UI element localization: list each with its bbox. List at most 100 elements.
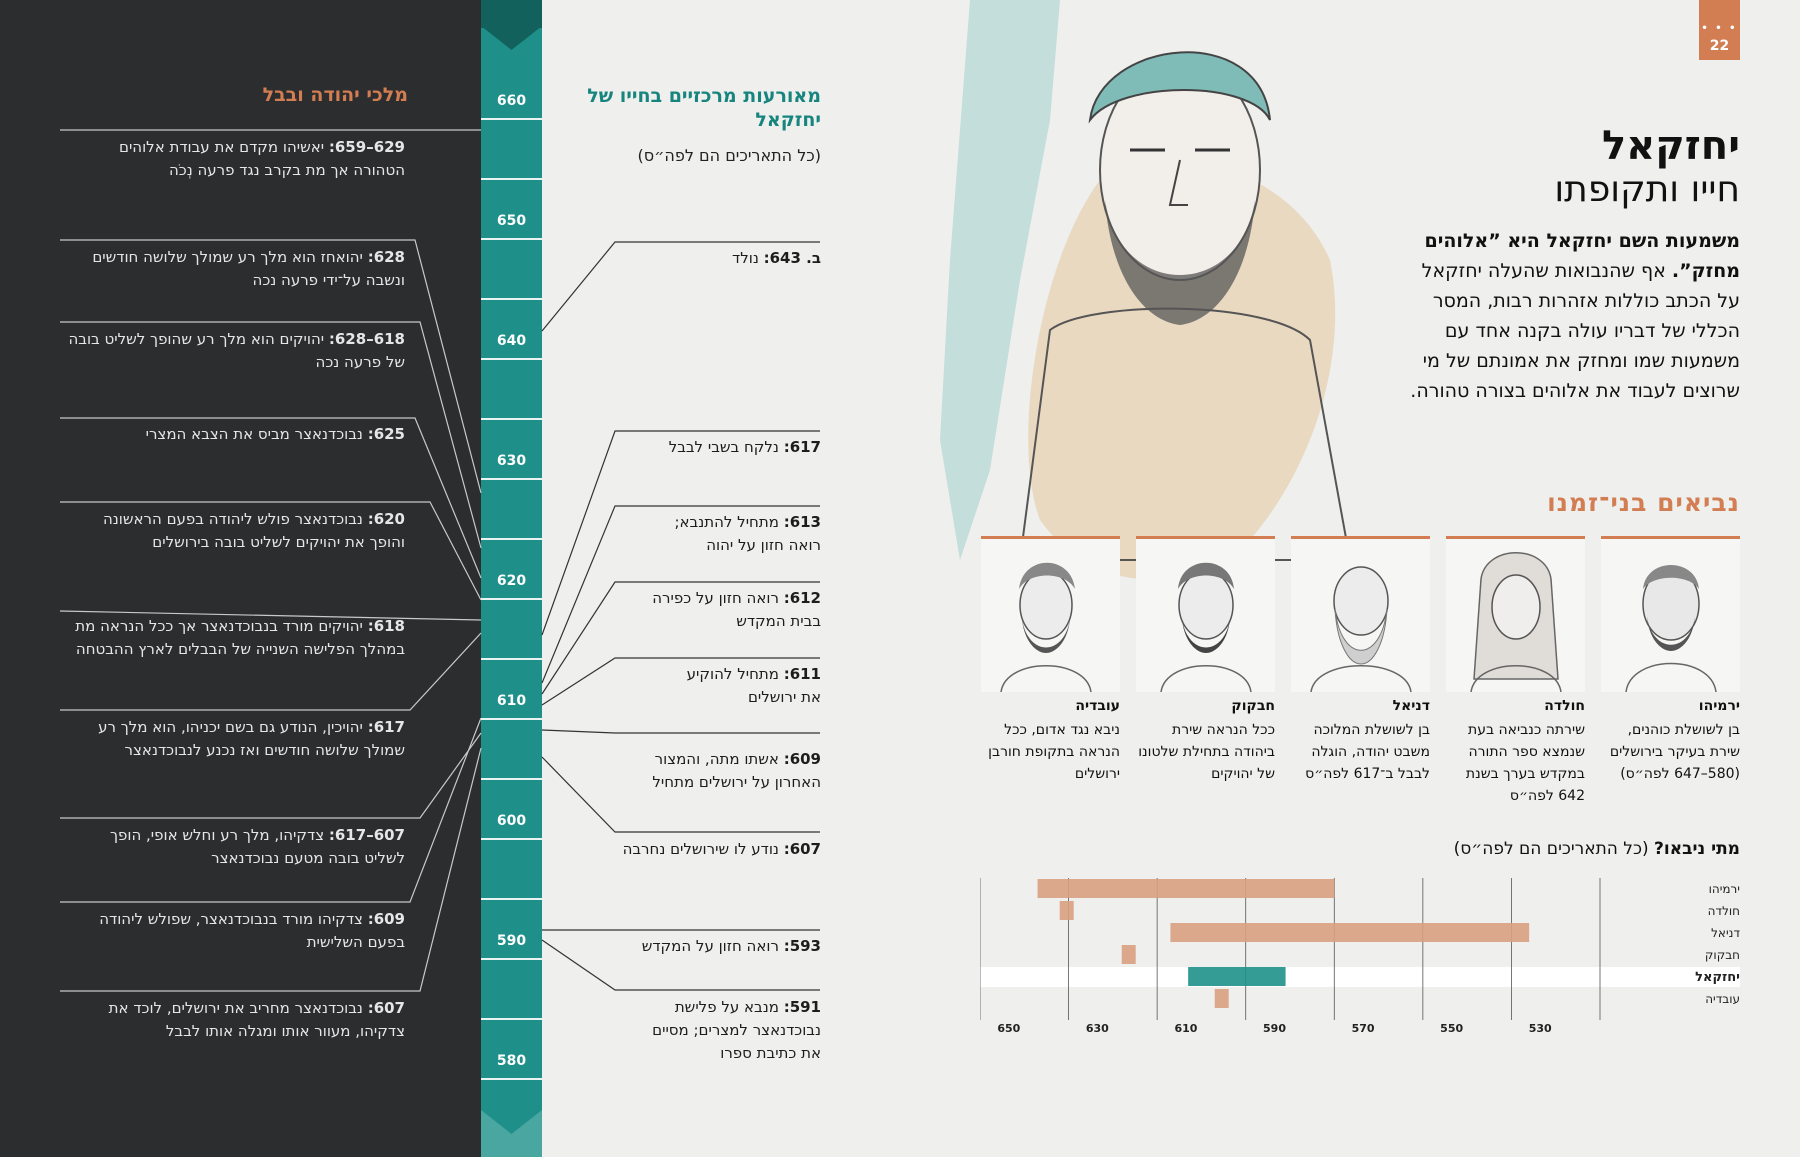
prophet-name: חבקוק <box>1231 698 1275 714</box>
event-entry-text: מתחיל להוקיע את ירושלים <box>686 665 821 706</box>
page-title: יחזקאל <box>1601 123 1740 169</box>
intro-bold: משמעות השם יחזקאל היא ”אלוהים מחזק”. <box>1424 230 1740 282</box>
prophet-portrait <box>1136 536 1275 692</box>
prophet-sketch-icon <box>1310 566 1412 692</box>
chart-title-bold: מתי ניבאו? <box>1654 839 1740 859</box>
gantt-bar <box>1059 901 1074 920</box>
event-entry-text: מתחיל להתנבא; רואה חזון על יהוה <box>674 513 821 554</box>
timeline-tick-line <box>481 718 542 720</box>
gantt-bar <box>1037 879 1335 898</box>
king-entry: 618: יהויקים מורד בנבוכדנאצר אך ככל הנרא… <box>65 615 405 661</box>
gantt-row-label: ירמיהו <box>1709 882 1740 896</box>
timeline-tick-line <box>481 238 542 240</box>
king-entry: 617: יהויכין, הנודע גם בשם יכניהו, הוא מ… <box>65 716 405 762</box>
event-entry-years: 593: <box>783 937 821 955</box>
timeline-tick-line <box>481 1078 542 1080</box>
prophet-name: חולדה <box>1544 698 1585 714</box>
event-entry: 593: רואה חזון על המקדש <box>571 935 821 958</box>
timeline-tick-line <box>481 538 542 540</box>
prophet-desc: בן לשושלת כוהנים, שירת בעיקר בירושלים (5… <box>1609 722 1740 782</box>
king-entry-years: 618: <box>367 617 405 635</box>
events-title: מאורעות מרכזיים בחייו של יחזקאל <box>587 85 821 131</box>
king-entry: 609: צדקיהו מורד בנבוכדנאצר, שפולש ליהוד… <box>65 908 405 954</box>
gantt-tick-label: 530 <box>1529 1022 1552 1035</box>
prophet-name: ירמיהו <box>1698 698 1740 714</box>
timeline-tick-line <box>481 178 542 180</box>
timeline-tick-line <box>481 298 542 300</box>
timeline-tick-line <box>481 358 542 360</box>
timeline-tick-line <box>481 598 542 600</box>
timeline-chevron-icon <box>481 26 542 50</box>
king-entry-years: 607–617: <box>328 826 405 844</box>
king-entry-years: 607: <box>367 999 405 1017</box>
prophet-sketch-icon <box>1625 565 1717 692</box>
gantt-row-label: עובדיה <box>1705 992 1740 1006</box>
timeline-tick-line <box>481 658 542 660</box>
event-entry: 612: רואה חזון על כפירה בבית המקדש <box>641 587 821 633</box>
king-entry-text: יהויקים הוא מלך רע שהופך לשליט בובה של פ… <box>68 330 405 371</box>
intro-text: אף שהנבואות שהעלה יחזקאל על הכתב כוללות … <box>1410 260 1740 402</box>
timeline-tick-line <box>481 958 542 960</box>
prophet-sketch-icon <box>1000 562 1092 692</box>
king-entry-text: נבוכדנאצר פולש ליהודה בפעם הראשונה והופך… <box>103 510 405 551</box>
king-entry-text: יהויכין, הנודע גם בשם יכניהו, הוא מלך רע… <box>98 718 405 759</box>
event-entry: 611: מתחיל להוקיע את ירושלים <box>671 663 821 709</box>
king-entry: 628: יהואחז הוא מלך רע שמולך שלושה חודשי… <box>65 246 405 292</box>
prophet-portrait <box>1291 536 1430 692</box>
king-entry: 618–628: יהויקים הוא מלך רע שהופך לשליט … <box>65 328 405 374</box>
event-entry: 609: אשתו מתה, והמצור האחרון על ירושלים … <box>631 748 821 794</box>
timeline-tick-line <box>481 1018 542 1020</box>
timeline-tick-line <box>481 478 542 480</box>
page-subtitle: חייו ותקופתו <box>1554 169 1740 210</box>
king-entry: 607: נבוכדנאצר מחריב את ירושלים, לוכד את… <box>65 997 405 1043</box>
event-entry-years: 613: <box>783 513 821 531</box>
prophet-portrait <box>1446 536 1585 692</box>
timeline-tick-label: 650 <box>496 213 527 229</box>
king-entry-text: צדקיהו מורד בנבוכדנאצר, שפולש ליהודה בפע… <box>99 910 405 951</box>
event-entry-years: 591: <box>783 998 821 1016</box>
page-number-tab: • • • 22 <box>1699 0 1740 60</box>
gantt-row-label: יחזקאל <box>1695 970 1740 985</box>
king-entry: 620: נבוכדנאצר פולש ליהודה בפעם הראשונה … <box>65 508 405 554</box>
event-entry-years: 612: <box>783 589 821 607</box>
event-entry-text: רואה חזון על המקדש <box>641 937 784 955</box>
gantt-tick-label: 570 <box>1352 1022 1375 1035</box>
king-entry: 625: נבוכדנאצר מביס את הצבא המצרי <box>65 423 405 446</box>
gantt-tick-label: 550 <box>1440 1022 1463 1035</box>
timeline-bar <box>481 0 542 1157</box>
event-entry-years: 607: <box>783 840 821 858</box>
king-entry-text: יהויקים מורד בנבוכדנאצר אך ככל הנראה מת … <box>75 617 405 658</box>
chart-title-note: (כל התאריכים הם לפה״ס) <box>1453 839 1654 859</box>
event-entry: 607: נודע לו שירושלים נחרבה <box>571 838 821 861</box>
kings-title: מלכי יהודה ובבל <box>262 84 408 106</box>
page-tab-dots: • • • <box>1701 23 1738 34</box>
event-entry-years: ב. 643: <box>763 249 821 267</box>
king-entry-years: 625: <box>367 425 405 443</box>
timeline-tick-label: 660 <box>496 93 527 109</box>
gantt-highlight-band <box>980 967 1740 987</box>
event-entry: ב. 643: נולד <box>571 247 821 270</box>
gantt-tick-label: 650 <box>997 1022 1020 1035</box>
event-entry-text: נלקח בשבי לבבל <box>668 438 784 456</box>
prophet-desc: ככל הנראה שירת ביהודה בתחילת שלטונו של י… <box>1138 722 1275 782</box>
event-entry: 613: מתחיל להתנבא; רואה חזון על יהוה <box>641 511 821 557</box>
king-entry-text: צדקיהו, מלך רע וחלש אופי, הופך לשליט בוב… <box>109 826 405 867</box>
timeline-tick-line <box>481 898 542 900</box>
prophet-portrait <box>1601 536 1740 692</box>
event-entry-years: 617: <box>783 438 821 456</box>
timeline-tick-line <box>481 118 542 120</box>
prophets-title: נביאים בני־זמנו <box>1547 488 1740 517</box>
event-entry-text: מנבא על פלישת נבוכדנאצר למצרים; מסיים את… <box>652 998 821 1062</box>
gantt-tick-label: 590 <box>1263 1022 1286 1035</box>
event-entry-text: רואה חזון על כפירה בבית המקדש <box>652 589 821 630</box>
event-entry-text: אשתו מתה, והמצור האחרון על ירושלים מתחיל <box>652 750 821 791</box>
gantt-bar <box>1170 923 1530 942</box>
king-entry-text: יאשיהו מקדם את עבודת אלוהים הטהורה אך מת… <box>118 138 405 179</box>
event-entry-text: נודע לו שירושלים נחרבה <box>622 840 784 858</box>
king-entry: 629–659: יאשיהו מקדם את עבודת אלוהים הטה… <box>65 136 405 182</box>
timeline-connectors <box>59 129 820 992</box>
king-entry-text: נבוכדנאצר מחריב את ירושלים, לוכד את צדקי… <box>108 999 405 1040</box>
gantt-tick-label: 630 <box>1086 1022 1109 1035</box>
event-entry-text: נולד <box>732 249 764 267</box>
gantt-bar <box>1214 989 1229 1008</box>
